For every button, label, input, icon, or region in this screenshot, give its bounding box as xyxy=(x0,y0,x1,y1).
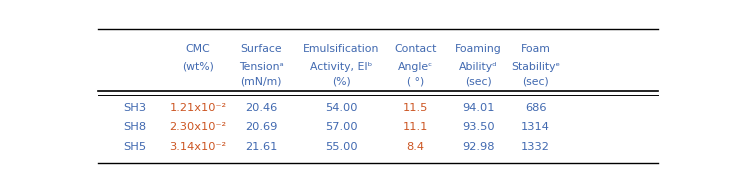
Text: Surface: Surface xyxy=(240,44,282,54)
Text: 2.30x10⁻²: 2.30x10⁻² xyxy=(170,122,227,132)
Text: SH5: SH5 xyxy=(123,142,147,152)
Text: 94.01: 94.01 xyxy=(462,103,494,113)
Text: (sec): (sec) xyxy=(523,76,549,86)
Text: Emulsification: Emulsification xyxy=(303,44,379,54)
Text: (sec): (sec) xyxy=(465,76,492,86)
Text: Abilityᵈ: Abilityᵈ xyxy=(459,62,497,72)
Text: 1314: 1314 xyxy=(521,122,550,132)
Text: Foam: Foam xyxy=(520,44,551,54)
Text: 57.00: 57.00 xyxy=(325,122,357,132)
Text: Contact: Contact xyxy=(394,44,437,54)
Text: 54.00: 54.00 xyxy=(325,103,357,113)
Text: Stabilityᵉ: Stabilityᵉ xyxy=(511,62,560,72)
Text: Angleᶜ: Angleᶜ xyxy=(398,62,433,72)
Text: 11.1: 11.1 xyxy=(403,122,428,132)
Text: 11.5: 11.5 xyxy=(403,103,428,113)
Text: 20.69: 20.69 xyxy=(245,122,277,132)
Text: 21.61: 21.61 xyxy=(245,142,277,152)
Text: 3.14x10⁻²: 3.14x10⁻² xyxy=(170,142,227,152)
Text: 1332: 1332 xyxy=(521,142,550,152)
Text: 20.46: 20.46 xyxy=(245,103,277,113)
Text: 1.21x10⁻²: 1.21x10⁻² xyxy=(170,103,227,113)
Text: Foaming: Foaming xyxy=(455,44,502,54)
Text: 55.00: 55.00 xyxy=(325,142,357,152)
Text: 686: 686 xyxy=(525,103,546,113)
Text: Tensionᵃ: Tensionᵃ xyxy=(238,62,283,72)
Text: CMC: CMC xyxy=(186,44,210,54)
Text: 93.50: 93.50 xyxy=(462,122,494,132)
Text: (mN/m): (mN/m) xyxy=(241,76,282,86)
Text: SH8: SH8 xyxy=(123,122,147,132)
Text: 92.98: 92.98 xyxy=(462,142,494,152)
Text: Activity, EIᵇ: Activity, EIᵇ xyxy=(310,62,372,72)
Text: (%): (%) xyxy=(331,76,351,86)
Text: ( °): ( °) xyxy=(407,76,424,86)
Text: SH3: SH3 xyxy=(123,103,147,113)
Text: 8.4: 8.4 xyxy=(407,142,424,152)
Text: (wt%): (wt%) xyxy=(182,62,214,72)
